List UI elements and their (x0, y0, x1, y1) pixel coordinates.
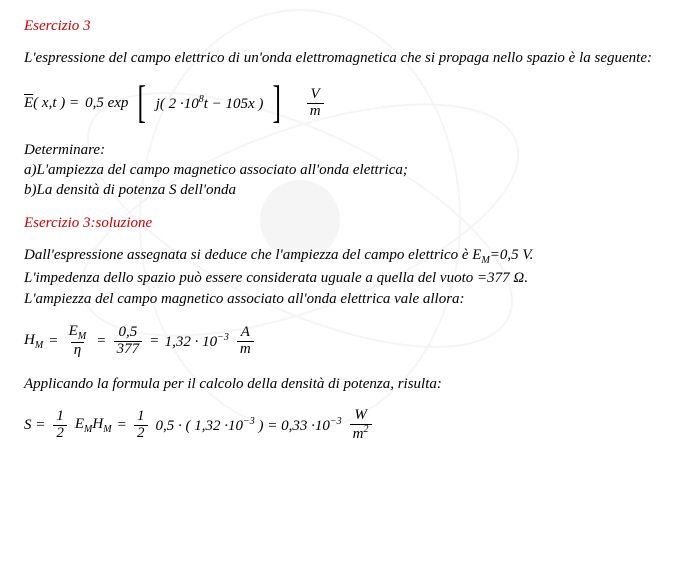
determine-label: Determinare: (24, 140, 676, 160)
solution-heading: Esercizio 3:soluzione (24, 215, 676, 232)
equation-power-density: S = 1 2 EMHM = 1 2 0,5 · ( 1,32 ·10−3 ) … (24, 408, 676, 443)
equation-magnetic-amplitude: HM = EM η = 0,5 377 = 1,32 · 10−3 A m (24, 324, 676, 359)
determine-item-b: b)La densità di potenza S dell'onda (24, 180, 676, 200)
solution-line-3: L'ampiezza del campo magnetico associato… (24, 290, 676, 310)
intro-paragraph: L'espressione del campo elettrico di un'… (24, 49, 676, 69)
determine-item-a: a)L'ampiezza del campo magnetico associa… (24, 160, 676, 180)
solution-line-2: L'impedenza dello spazio può essere cons… (24, 269, 676, 289)
solution-line-1: Dall'espressione assegnata si deduce che… (24, 246, 676, 267)
exercise-heading: Esercizio 3 (24, 18, 676, 35)
determine-block: Determinare: a)L'ampiezza del campo magn… (24, 140, 676, 201)
equation-electric-field: E( x,t ) = 0,5 exp [ j( 2 ·108t − 105x )… (24, 83, 676, 124)
solution-line-4: Applicando la formula per il calcolo del… (24, 375, 676, 395)
